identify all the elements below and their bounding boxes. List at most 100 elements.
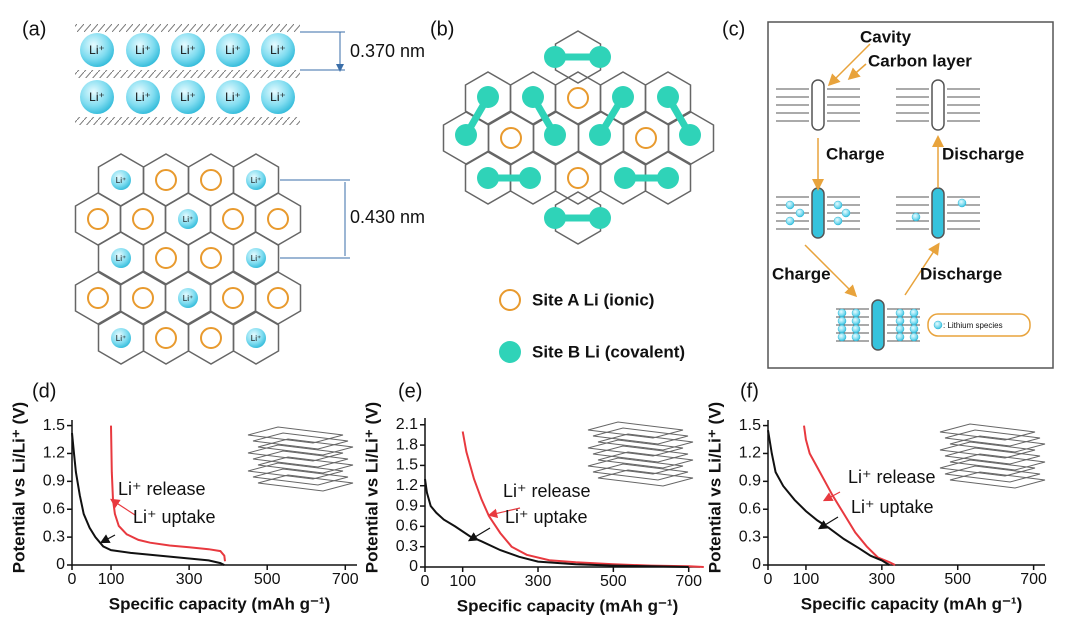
x-axis-label: Specific capacity (mAh g⁻¹)	[109, 594, 331, 613]
hexagon	[254, 192, 302, 246]
diagram-label: Carbon layer	[868, 51, 972, 70]
x-tick-label: 500	[944, 571, 971, 588]
x-tick-label: 100	[449, 573, 476, 590]
label-arrow	[822, 491, 841, 502]
hexagon	[644, 151, 692, 205]
y-tick-label: 0.3	[396, 538, 418, 555]
series-label: Li⁺ uptake	[851, 497, 934, 517]
site-b	[657, 86, 679, 108]
site-a	[200, 327, 222, 349]
li-ion	[261, 33, 295, 67]
x-tick-label: 300	[868, 571, 895, 588]
label-arrow	[99, 534, 116, 544]
spacing-label: 0.370 nm	[350, 41, 425, 61]
diagram-label: Discharge	[920, 264, 1002, 283]
inset-sheet	[592, 463, 689, 481]
y-tick-label: 1.5	[739, 417, 761, 434]
cavity	[811, 187, 825, 239]
inset-sheet	[597, 451, 694, 469]
arrow	[904, 242, 940, 296]
ion-label: Li⁺	[89, 43, 105, 57]
li-species	[909, 308, 919, 318]
site-b	[544, 46, 566, 68]
y-tick-label: 1.2	[43, 445, 65, 462]
y-tick-label: 2.1	[396, 416, 418, 433]
inset	[247, 426, 354, 492]
y-tick-label: 0	[752, 556, 761, 573]
series-label: Li⁺ release	[503, 481, 591, 501]
y-tick-label: 0.6	[396, 518, 418, 535]
li-species	[795, 208, 805, 218]
diagram-label: Charge	[826, 144, 885, 163]
li-ion	[246, 170, 266, 190]
y-tick-label: 0.6	[739, 500, 761, 517]
site-a	[267, 287, 289, 309]
y-tick-label: 1.2	[739, 445, 761, 462]
ion-label: Li⁺	[135, 43, 151, 57]
hexagon	[554, 30, 602, 84]
li-species	[837, 332, 847, 342]
site-b	[589, 124, 611, 146]
y-tick-label: 1.2	[396, 477, 418, 494]
li-ion	[171, 33, 205, 67]
site-a	[567, 87, 589, 109]
site-b	[519, 167, 541, 189]
x-tick-label: 0	[68, 571, 77, 588]
site-b	[589, 46, 611, 68]
site-a	[87, 287, 109, 309]
diagram-label: Discharge	[942, 144, 1024, 163]
cavity	[931, 187, 945, 239]
li-species	[895, 332, 905, 342]
series-line	[803, 425, 896, 566]
legend-box	[927, 313, 1031, 337]
panel-label: (d)	[32, 380, 56, 402]
li-species	[909, 332, 919, 342]
series-label: Li⁺ release	[848, 467, 936, 487]
site-a	[200, 247, 222, 269]
li-species	[785, 200, 795, 210]
inset-sheet	[939, 423, 1036, 441]
li-ion	[126, 33, 160, 67]
li-ion	[80, 80, 114, 114]
inset-sheet	[597, 433, 694, 451]
hexagon	[554, 191, 602, 245]
arrow	[827, 43, 871, 87]
site-b	[589, 207, 611, 229]
li-species	[851, 308, 861, 318]
ion-label: Li⁺	[89, 90, 105, 104]
x-tick-label: 700	[332, 571, 359, 588]
series-line	[424, 478, 689, 568]
ion-label: Li⁺	[183, 215, 193, 224]
arrow	[847, 63, 867, 80]
li-ion	[216, 80, 250, 114]
li-ion	[178, 288, 198, 308]
inset-sheet	[252, 468, 349, 486]
x-tick-label: 500	[600, 573, 627, 590]
panel-label: (f)	[740, 380, 759, 402]
panel-label: (e)	[398, 380, 422, 402]
inset-sheet	[252, 432, 349, 450]
axis	[767, 420, 1045, 566]
ion-label: Li⁺	[116, 254, 126, 263]
site-a	[87, 208, 109, 230]
hexagon	[142, 153, 190, 207]
y-tick-label: 0.3	[43, 528, 65, 545]
y-tick-label: 0.3	[739, 528, 761, 545]
li-species	[851, 332, 861, 342]
x-axis-label: Specific capacity (mAh g⁻¹)	[457, 596, 679, 615]
li-ion	[216, 33, 250, 67]
li-species	[833, 216, 843, 226]
inset-sheet	[939, 459, 1036, 477]
li-species	[895, 316, 905, 326]
li-ion	[111, 170, 131, 190]
hexagon	[209, 192, 257, 246]
li-species	[933, 320, 943, 330]
hexagon	[667, 111, 715, 165]
li-species	[851, 316, 861, 326]
site-a	[222, 287, 244, 309]
y-tick-label: 0.9	[396, 497, 418, 514]
inset-sheet	[257, 456, 354, 474]
inset	[587, 421, 694, 487]
